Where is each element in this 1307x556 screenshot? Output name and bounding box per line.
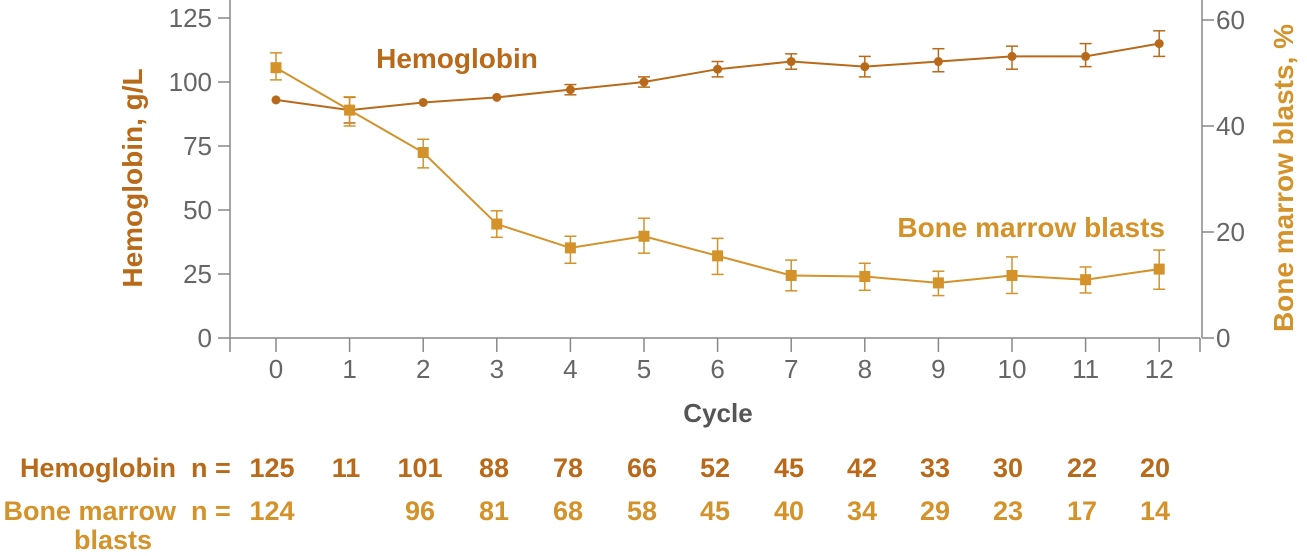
y-right-tick-label: 0 bbox=[1216, 323, 1230, 353]
data-point-hemoglobin bbox=[639, 77, 649, 87]
y-right-axis-label: Bone marrow blasts, % bbox=[1268, 24, 1299, 332]
y-left-tick-label: 75 bbox=[183, 131, 212, 161]
n-value-blasts: 96 bbox=[405, 496, 435, 526]
n-value-hemoglobin: 52 bbox=[700, 453, 730, 483]
data-point-blasts bbox=[859, 271, 871, 283]
data-point-blasts bbox=[1006, 269, 1018, 281]
data-point-hemoglobin bbox=[1154, 39, 1164, 49]
data-point-blasts bbox=[712, 250, 724, 262]
n-value-hemoglobin: 88 bbox=[479, 453, 509, 483]
x-tick-label: 1 bbox=[342, 354, 356, 384]
y-left-tick-label: 25 bbox=[183, 259, 212, 289]
n-row-label-blasts-line2: blasts bbox=[74, 525, 152, 555]
data-point-blasts bbox=[344, 104, 356, 116]
x-tick-label: 5 bbox=[637, 354, 651, 384]
n-value-hemoglobin: 125 bbox=[249, 453, 294, 483]
n-value-hemoglobin: 30 bbox=[993, 453, 1023, 483]
x-tick-label: 11 bbox=[1072, 354, 1099, 384]
data-point-blasts bbox=[270, 62, 282, 74]
y-left-tick-label: 50 bbox=[183, 195, 212, 225]
x-tick-label: 7 bbox=[784, 354, 798, 384]
data-point-hemoglobin bbox=[713, 64, 723, 74]
n-row-label-hemoglobin: Hemoglobin bbox=[20, 453, 176, 483]
x-tick-label: 3 bbox=[490, 354, 504, 384]
y-left-tick-label: 0 bbox=[198, 323, 212, 353]
n-value-hemoglobin: 45 bbox=[774, 453, 804, 483]
n-value-blasts: 40 bbox=[774, 496, 804, 526]
x-tick-label: 10 bbox=[998, 354, 1027, 384]
n-value-blasts: 81 bbox=[479, 496, 509, 526]
n-value-hemoglobin: 11 bbox=[332, 453, 361, 483]
n-row-prefix-blasts: n = bbox=[191, 496, 231, 526]
n-value-blasts: 124 bbox=[249, 496, 294, 526]
data-point-hemoglobin bbox=[418, 97, 428, 107]
data-point-blasts bbox=[491, 218, 503, 230]
n-value-blasts: 45 bbox=[700, 496, 730, 526]
x-tick-label: 9 bbox=[931, 354, 945, 384]
data-point-hemoglobin bbox=[786, 57, 796, 67]
x-tick-label: 0 bbox=[269, 354, 283, 384]
series-label-hemoglobin: Hemoglobin bbox=[376, 43, 538, 74]
n-value-hemoglobin: 20 bbox=[1140, 453, 1170, 483]
y-left-axis-label: Hemoglobin, g/L bbox=[117, 68, 148, 287]
y-right-tick-label: 40 bbox=[1216, 111, 1245, 141]
n-row-label-blasts: Bone marrow bbox=[3, 496, 177, 526]
y-left-tick-label: 100 bbox=[169, 67, 212, 97]
data-point-blasts bbox=[785, 269, 797, 281]
n-value-hemoglobin: 33 bbox=[920, 453, 950, 483]
y-right-tick-label: 20 bbox=[1216, 217, 1245, 247]
series-layer bbox=[270, 30, 1166, 297]
x-tick-label: 2 bbox=[416, 354, 430, 384]
y-left-tick-label: 125 bbox=[169, 3, 212, 33]
data-point-hemoglobin bbox=[933, 57, 943, 67]
x-tick-label: 8 bbox=[858, 354, 872, 384]
n-value-blasts: 68 bbox=[553, 496, 583, 526]
series-label-blasts: Bone marrow blasts bbox=[897, 212, 1165, 243]
x-tick-label: 4 bbox=[563, 354, 577, 384]
n-value-hemoglobin: 42 bbox=[847, 453, 877, 483]
n-value-blasts: 29 bbox=[920, 496, 950, 526]
n-value-blasts: 14 bbox=[1140, 496, 1170, 526]
data-point-hemoglobin bbox=[860, 62, 870, 72]
n-value-blasts: 58 bbox=[627, 496, 657, 526]
data-point-hemoglobin bbox=[565, 85, 575, 95]
x-axis-label: Cycle bbox=[683, 398, 752, 428]
n-value-hemoglobin: 66 bbox=[627, 453, 657, 483]
x-tick-label: 6 bbox=[710, 354, 724, 384]
n-value-hemoglobin: 78 bbox=[553, 453, 583, 483]
data-point-hemoglobin bbox=[1007, 51, 1017, 61]
data-point-blasts bbox=[1153, 263, 1165, 275]
y-right-tick-label: 60 bbox=[1216, 5, 1245, 35]
data-point-hemoglobin bbox=[492, 92, 502, 102]
x-tick-label: 12 bbox=[1145, 354, 1174, 384]
n-row-prefix-hemoglobin: n = bbox=[191, 453, 231, 483]
data-point-hemoglobin bbox=[271, 95, 281, 105]
n-value-blasts: 23 bbox=[993, 496, 1023, 526]
n-value-hemoglobin: 22 bbox=[1067, 453, 1097, 483]
data-point-blasts bbox=[1080, 274, 1092, 286]
data-point-blasts bbox=[417, 147, 429, 158]
data-point-blasts bbox=[932, 277, 944, 289]
data-point-blasts bbox=[564, 242, 576, 254]
n-value-hemoglobin: 101 bbox=[397, 453, 442, 483]
n-value-blasts: 34 bbox=[847, 496, 877, 526]
data-point-blasts bbox=[638, 230, 650, 242]
data-point-hemoglobin bbox=[1081, 51, 1091, 61]
n-table: Hemoglobin n = 125 11 101 88 78 66 52 45 42 33 30 22 2… bbox=[3, 453, 1170, 555]
n-value-blasts: 17 bbox=[1067, 496, 1097, 526]
